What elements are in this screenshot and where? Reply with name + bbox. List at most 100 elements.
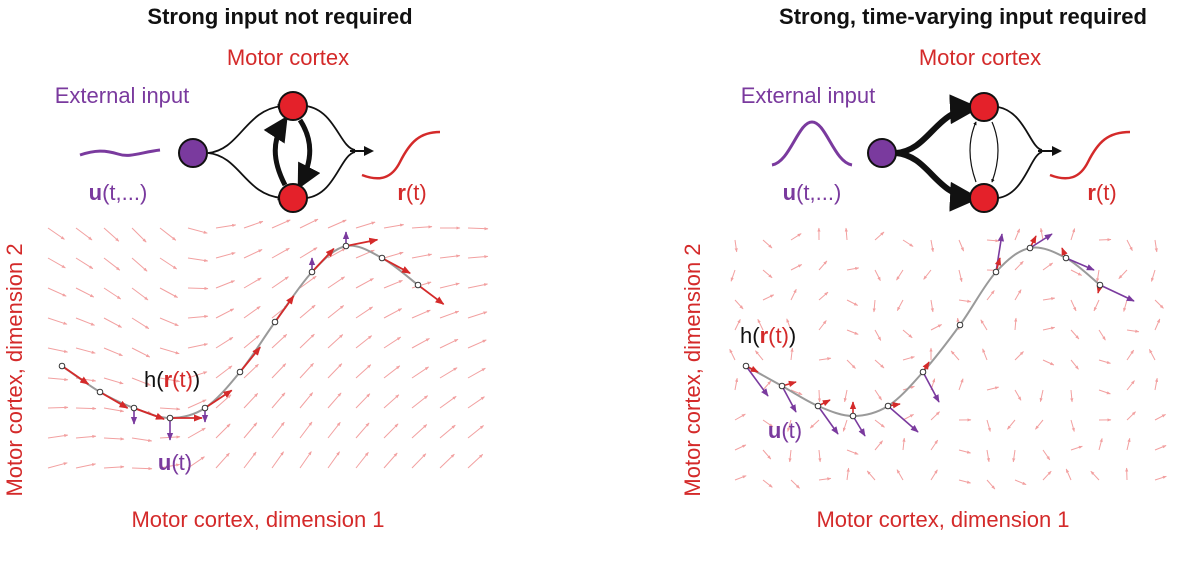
flow-arrow bbox=[1098, 359, 1111, 364]
right-edge-recurrent-down bbox=[991, 121, 999, 183]
flow-arrow bbox=[980, 319, 988, 331]
flow-arrow bbox=[1042, 326, 1056, 331]
trajectory-point bbox=[166, 414, 174, 422]
left-edge-recurrent-up bbox=[263, 115, 288, 187]
trajectory-point bbox=[919, 368, 927, 376]
flow-arrow bbox=[872, 299, 876, 313]
input-arrow bbox=[852, 415, 866, 437]
flow-arrow bbox=[1014, 317, 1018, 331]
flow-arrow bbox=[243, 305, 261, 319]
right-input-signal bbox=[771, 120, 853, 167]
flow-arrow bbox=[762, 294, 775, 301]
intrinsic-arrow bbox=[381, 257, 411, 274]
flow-arrow bbox=[1070, 445, 1083, 451]
flow-arrow bbox=[734, 318, 741, 331]
flow-arrow bbox=[1042, 449, 1051, 461]
flow-arrow bbox=[243, 334, 260, 349]
flow-arrow bbox=[75, 434, 97, 439]
right-network-label: Motor cortex bbox=[919, 45, 1041, 70]
flow-arrow bbox=[439, 453, 455, 469]
flow-arrow bbox=[75, 287, 95, 298]
flow-arrow bbox=[243, 220, 264, 229]
flow-arrow bbox=[103, 437, 125, 441]
right-y-axis-label: Motor cortex, dimension 2 bbox=[680, 243, 705, 496]
flow-arrow bbox=[843, 389, 848, 403]
flow-arrow bbox=[187, 227, 208, 234]
flow-arrow bbox=[327, 334, 344, 349]
flow-arrow bbox=[874, 389, 883, 401]
flow-arrow bbox=[846, 359, 856, 369]
trajectory-point bbox=[956, 321, 964, 329]
flow-arrow bbox=[355, 364, 372, 379]
flow-arrow bbox=[902, 356, 915, 361]
flow-arrow bbox=[383, 336, 402, 349]
flow-arrow bbox=[986, 239, 1000, 243]
flow-arrow bbox=[874, 329, 882, 341]
flow-arrow bbox=[846, 329, 859, 335]
flow-arrow bbox=[215, 336, 234, 349]
flow-arrow bbox=[958, 239, 965, 252]
flow-arrow bbox=[1118, 269, 1128, 280]
flow-arrow bbox=[1070, 269, 1083, 276]
flow-arrow bbox=[47, 347, 68, 353]
flow-arrow bbox=[762, 419, 774, 428]
flow-arrow bbox=[355, 306, 373, 319]
flow-arrow bbox=[131, 227, 147, 243]
flow-arrow bbox=[958, 378, 964, 391]
flow-arrow bbox=[299, 362, 314, 379]
flow-arrow bbox=[874, 419, 885, 428]
flow-arrow bbox=[1014, 260, 1024, 271]
flow-arrow bbox=[271, 219, 291, 229]
flow-arrow bbox=[215, 280, 235, 289]
flow-arrow bbox=[1093, 299, 1100, 312]
flow-arrow bbox=[103, 227, 120, 242]
flow-arrow bbox=[75, 463, 96, 469]
flow-arrow bbox=[75, 257, 94, 270]
right-u-label: u(t) bbox=[768, 418, 802, 443]
flow-arrow bbox=[730, 269, 736, 282]
flow-arrow bbox=[786, 318, 792, 331]
left-trajectory-points bbox=[58, 242, 422, 422]
flow-arrow bbox=[986, 449, 990, 463]
left-input-signal bbox=[79, 148, 161, 157]
flow-arrow bbox=[958, 269, 963, 283]
flow-arrow bbox=[1154, 239, 1158, 253]
flow-arrow bbox=[187, 399, 207, 409]
flow-arrow bbox=[1096, 269, 1100, 283]
flow-arrow bbox=[817, 389, 822, 403]
flow-arrow bbox=[411, 366, 429, 379]
flow-arrow bbox=[902, 437, 906, 451]
flow-arrow bbox=[467, 396, 485, 409]
flow-arrow bbox=[1126, 380, 1135, 391]
flow-arrow bbox=[734, 377, 739, 391]
flow-arrow bbox=[439, 254, 461, 259]
left-input-label: External input bbox=[55, 83, 190, 108]
flow-arrow bbox=[818, 291, 829, 301]
trajectory-point bbox=[992, 268, 1000, 276]
left-node-top bbox=[278, 91, 308, 121]
flow-arrow bbox=[1070, 299, 1077, 312]
flow-arrow bbox=[47, 257, 66, 269]
flow-arrow bbox=[1014, 351, 1024, 361]
flow-arrow bbox=[1154, 475, 1167, 481]
trajectory-point bbox=[742, 362, 750, 370]
left-trajectory-arrows bbox=[61, 231, 445, 441]
flow-arrow bbox=[75, 347, 96, 354]
trajectory-point bbox=[201, 404, 209, 412]
flow-arrow bbox=[103, 465, 125, 469]
intrinsic-arrow bbox=[311, 247, 335, 273]
flow-arrow bbox=[215, 423, 231, 439]
flow-arrow bbox=[930, 469, 938, 481]
flow-arrow bbox=[159, 287, 178, 298]
flow-arrow bbox=[958, 299, 972, 303]
flow-arrow bbox=[131, 466, 153, 471]
flow-arrow bbox=[243, 363, 259, 379]
flow-arrow bbox=[383, 365, 401, 379]
flow-arrow bbox=[187, 257, 209, 263]
flow-arrow bbox=[271, 421, 285, 439]
flow-arrow bbox=[103, 407, 125, 413]
flow-arrow bbox=[1098, 329, 1106, 341]
flow-arrow bbox=[299, 333, 315, 349]
flow-arrow bbox=[874, 440, 883, 451]
flow-arrow bbox=[1042, 359, 1055, 366]
